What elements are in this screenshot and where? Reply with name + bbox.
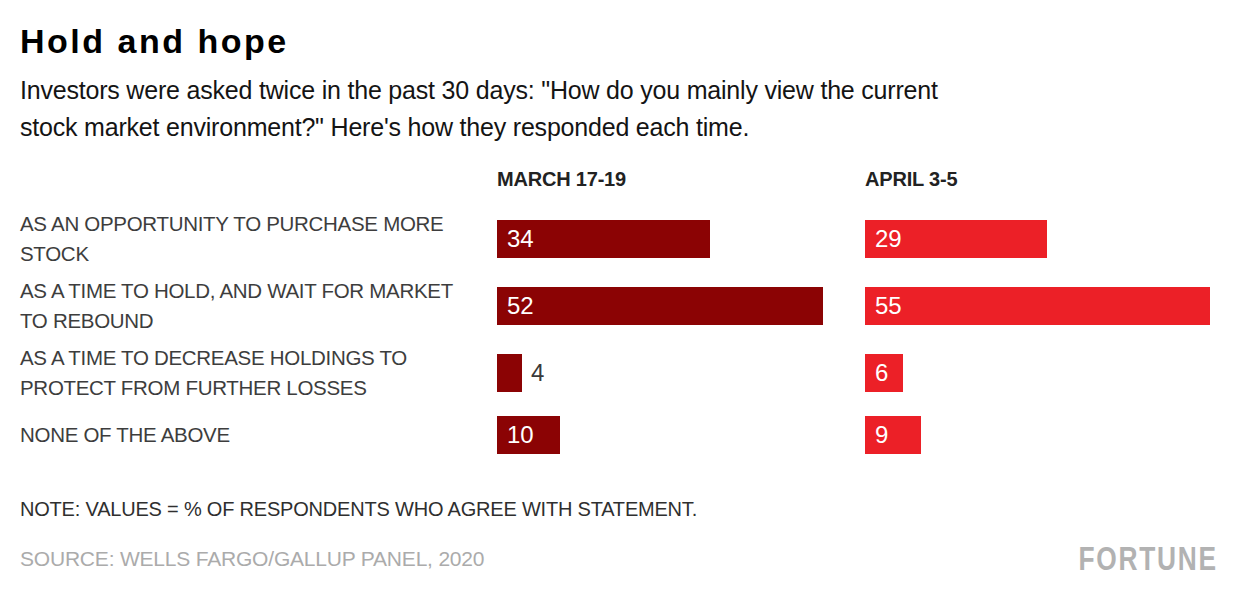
chart-footer: SOURCE: WELLS FARGO/GALLUP PANEL, 2020 F… [20, 541, 1218, 577]
fortune-logo: FORTUNE [1079, 540, 1218, 579]
bar: 52 [497, 287, 823, 325]
row-label: AS A TIME TO DECREASE HOLDINGS TOPROTECT… [20, 343, 497, 403]
bar-cell: 6 [865, 339, 1218, 406]
bar-cell: 34 [497, 205, 865, 272]
bar: 29 [865, 220, 1047, 258]
bar-value: 34 [497, 225, 534, 253]
chart-subtitle-line-1: Investors were asked twice in the past 3… [20, 76, 938, 104]
bar-cell: 29 [865, 205, 1218, 272]
bar-chart: MARCH 17-19 APRIL 3-5 AS AN OPPORTUNITY … [20, 168, 1218, 464]
row-label: NONE OF THE ABOVE [20, 420, 497, 450]
bar-value: 4 [531, 359, 544, 387]
chart-row: AS AN OPPORTUNITY TO PURCHASE MORESTOCK3… [20, 205, 1218, 272]
bar: 6 [865, 354, 903, 392]
bar-value: 29 [865, 225, 902, 253]
chart-subtitle: Investors were asked twice in the past 3… [20, 72, 1218, 146]
chart-source: SOURCE: WELLS FARGO/GALLUP PANEL, 2020 [20, 547, 484, 571]
bar-cell: 10 [497, 406, 865, 464]
chart-rows: AS AN OPPORTUNITY TO PURCHASE MORESTOCK3… [20, 205, 1218, 464]
chart-title: Hold and hope [20, 22, 1218, 60]
bar: 9 [865, 416, 921, 454]
bar-value: 55 [865, 292, 902, 320]
bar: 10 [497, 416, 560, 454]
chart-card: Hold and hope Investors were asked twice… [0, 0, 1238, 592]
bar: 34 [497, 220, 710, 258]
bar-value: 9 [865, 421, 888, 449]
chart-subtitle-line-2: stock market environment?" Here's how th… [20, 113, 749, 141]
row-label: AS AN OPPORTUNITY TO PURCHASE MORESTOCK [20, 209, 497, 269]
bar-cell: 9 [865, 406, 1218, 464]
chart-row: NONE OF THE ABOVE10 9 [20, 406, 1218, 464]
bar-value: 6 [865, 359, 888, 387]
bar-cell: 4 [497, 339, 865, 406]
bar-cell: 55 [865, 272, 1218, 339]
bar-value: 10 [497, 421, 534, 449]
chart-row: AS A TIME TO DECREASE HOLDINGS TOPROTECT… [20, 339, 1218, 406]
bar: 55 [865, 287, 1210, 325]
series-header-april: APRIL 3-5 [865, 168, 1218, 191]
chart-row: AS A TIME TO HOLD, AND WAIT FOR MARKETTO… [20, 272, 1218, 339]
row-label: AS A TIME TO HOLD, AND WAIT FOR MARKETTO… [20, 276, 497, 336]
chart-note: NOTE: VALUES = % OF RESPONDENTS WHO AGRE… [20, 498, 1218, 521]
bar-value: 52 [497, 292, 534, 320]
bar-cell: 52 [497, 272, 865, 339]
chart-column-headers: MARCH 17-19 APRIL 3-5 [20, 168, 1218, 191]
bar [497, 354, 522, 392]
series-header-march: MARCH 17-19 [497, 168, 865, 191]
